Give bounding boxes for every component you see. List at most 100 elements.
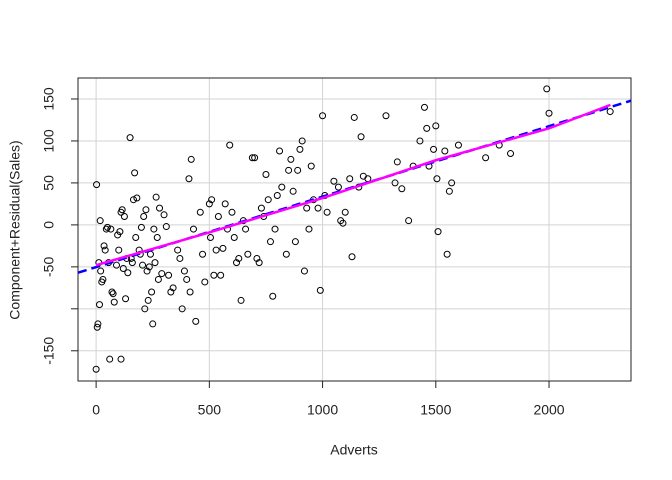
point: [405, 217, 413, 225]
point: [305, 225, 313, 233]
point: [149, 320, 157, 328]
point: [150, 225, 158, 233]
point: [208, 196, 216, 204]
point: [108, 288, 116, 296]
fit-line: [95, 103, 611, 267]
point: [185, 175, 193, 183]
y-tick-label: -50: [41, 257, 57, 277]
point: [148, 288, 156, 296]
point: [226, 141, 234, 149]
point: [434, 228, 442, 236]
point: [294, 166, 302, 174]
point: [131, 169, 139, 177]
point: [199, 250, 207, 258]
plot-frame: [77, 77, 632, 382]
point: [107, 225, 115, 233]
point: [192, 317, 200, 325]
point: [100, 242, 108, 250]
point: [141, 305, 149, 313]
point: [606, 108, 614, 116]
point: [169, 284, 177, 292]
point: [112, 261, 120, 269]
point: [119, 265, 127, 273]
point: [482, 154, 490, 162]
point: [145, 263, 153, 271]
point: [99, 275, 107, 283]
point: [93, 323, 101, 331]
point: [174, 246, 182, 254]
point: [124, 269, 132, 277]
point: [187, 155, 195, 163]
point: [189, 225, 197, 233]
point: [160, 211, 168, 219]
point: [210, 271, 218, 279]
y-tick-label: 150: [41, 87, 57, 111]
point: [102, 225, 110, 233]
point: [116, 228, 124, 236]
point: [186, 288, 194, 296]
point: [303, 204, 311, 212]
x-tick-label: 500: [198, 402, 222, 418]
point: [323, 208, 331, 216]
point: [221, 200, 229, 208]
point: [128, 259, 136, 267]
point: [251, 154, 259, 162]
point: [217, 271, 225, 279]
point: [314, 204, 322, 212]
point: [97, 267, 105, 275]
point: [133, 194, 141, 202]
point: [206, 233, 214, 241]
point: [543, 85, 551, 93]
point: [158, 270, 166, 278]
point: [143, 267, 151, 275]
point: [106, 355, 114, 363]
point: [330, 177, 338, 185]
point: [237, 296, 245, 304]
point: [180, 267, 188, 275]
point: [137, 223, 145, 231]
point: [219, 244, 227, 252]
point: [142, 206, 150, 214]
point: [296, 145, 304, 153]
point: [242, 225, 250, 233]
point: [420, 103, 428, 111]
point: [262, 171, 270, 179]
point: [140, 212, 148, 220]
x-axis-title: Adverts: [330, 442, 377, 458]
point: [96, 301, 104, 309]
point: [139, 261, 147, 269]
point: [316, 286, 324, 294]
y-axis-title: Component+Residual(Sales): [7, 140, 23, 319]
point: [101, 246, 109, 254]
x-tick-label: 2000: [533, 402, 564, 418]
point: [92, 365, 100, 373]
point: [430, 145, 438, 153]
point: [94, 320, 102, 328]
point: [122, 295, 130, 303]
point: [152, 193, 160, 201]
point: [298, 137, 306, 145]
point: [167, 288, 175, 296]
point: [454, 141, 462, 149]
point: [248, 154, 256, 162]
point: [109, 290, 117, 298]
point: [276, 147, 284, 155]
point: [103, 223, 111, 231]
point: [235, 254, 243, 262]
point: [300, 267, 308, 275]
point: [154, 275, 162, 283]
point: [441, 147, 449, 155]
point: [201, 278, 209, 286]
y-tick-label: 0: [41, 221, 57, 229]
point: [291, 238, 299, 246]
point: [257, 204, 265, 212]
point: [278, 183, 286, 191]
point: [233, 259, 241, 267]
point: [162, 223, 170, 231]
point: [144, 296, 152, 304]
fit-line: [78, 99, 631, 274]
point: [416, 137, 424, 145]
point: [153, 233, 161, 241]
plot-area: [78, 85, 631, 373]
